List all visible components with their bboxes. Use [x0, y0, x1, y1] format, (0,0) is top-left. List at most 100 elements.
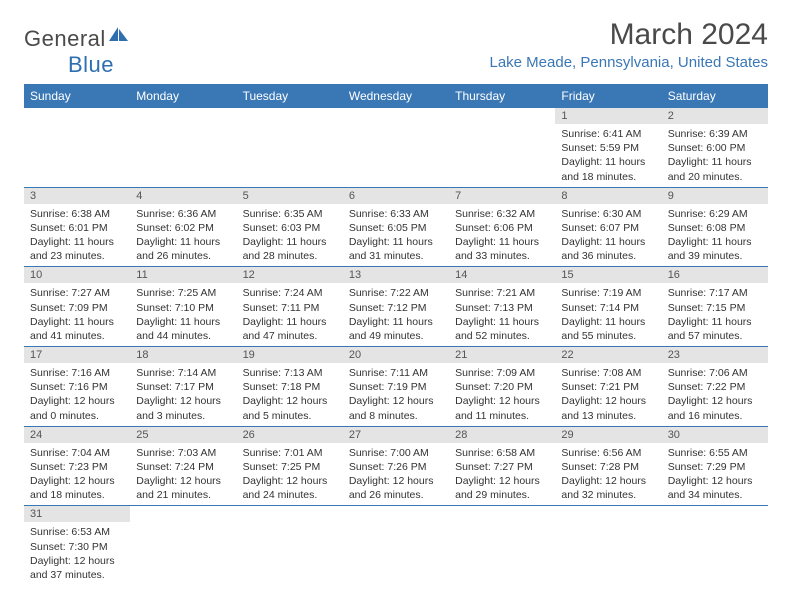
sunset-text: Sunset: 7:15 PM: [668, 301, 762, 315]
calendar-week: 1Sunrise: 6:41 AMSunset: 5:59 PMDaylight…: [24, 108, 768, 187]
day-body: Sunrise: 6:38 AMSunset: 6:01 PMDaylight:…: [24, 204, 130, 267]
daylight-text-1: Daylight: 11 hours: [561, 315, 655, 329]
weekday-header: Tuesday: [237, 84, 343, 108]
sunset-text: Sunset: 6:03 PM: [243, 221, 337, 235]
daylight-text-2: and 5 minutes.: [243, 409, 337, 423]
sunset-text: Sunset: 7:20 PM: [455, 380, 549, 394]
calendar-week: 17Sunrise: 7:16 AMSunset: 7:16 PMDayligh…: [24, 347, 768, 427]
day-body: Sunrise: 7:09 AMSunset: 7:20 PMDaylight:…: [449, 363, 555, 426]
sunset-text: Sunset: 7:14 PM: [561, 301, 655, 315]
sunrise-text: Sunrise: 7:25 AM: [136, 286, 230, 300]
day-number: 10: [24, 267, 130, 283]
sunrise-text: Sunrise: 7:13 AM: [243, 366, 337, 380]
day-body: Sunrise: 7:04 AMSunset: 7:23 PMDaylight:…: [24, 443, 130, 506]
daylight-text-2: and 26 minutes.: [349, 488, 443, 502]
day-body: Sunrise: 7:21 AMSunset: 7:13 PMDaylight:…: [449, 283, 555, 346]
day-body: Sunrise: 7:25 AMSunset: 7:10 PMDaylight:…: [130, 283, 236, 346]
sunset-text: Sunset: 5:59 PM: [561, 141, 655, 155]
calendar-day: 15Sunrise: 7:19 AMSunset: 7:14 PMDayligh…: [555, 267, 661, 347]
day-number: 30: [662, 427, 768, 443]
day-body: Sunrise: 7:22 AMSunset: 7:12 PMDaylight:…: [343, 283, 449, 346]
daylight-text-1: Daylight: 12 hours: [561, 394, 655, 408]
day-number: 8: [555, 188, 661, 204]
day-number: 1: [555, 108, 661, 124]
sunrise-text: Sunrise: 7:04 AM: [30, 446, 124, 460]
sunrise-text: Sunrise: 7:06 AM: [668, 366, 762, 380]
calendar-week: 10Sunrise: 7:27 AMSunset: 7:09 PMDayligh…: [24, 267, 768, 347]
daylight-text-2: and 32 minutes.: [561, 488, 655, 502]
day-body: Sunrise: 7:27 AMSunset: 7:09 PMDaylight:…: [24, 283, 130, 346]
calendar-week: 3Sunrise: 6:38 AMSunset: 6:01 PMDaylight…: [24, 187, 768, 267]
day-body: Sunrise: 7:08 AMSunset: 7:21 PMDaylight:…: [555, 363, 661, 426]
day-number: 2: [662, 108, 768, 124]
calendar-day: 1Sunrise: 6:41 AMSunset: 5:59 PMDaylight…: [555, 108, 661, 187]
day-number: 3: [24, 188, 130, 204]
daylight-text-2: and 0 minutes.: [30, 409, 124, 423]
daylight-text-2: and 36 minutes.: [561, 249, 655, 263]
daylight-text-1: Daylight: 11 hours: [30, 315, 124, 329]
daylight-text-2: and 47 minutes.: [243, 329, 337, 343]
weekday-header: Thursday: [449, 84, 555, 108]
calendar-empty: [449, 506, 555, 585]
calendar-day: 27Sunrise: 7:00 AMSunset: 7:26 PMDayligh…: [343, 426, 449, 506]
day-number: 9: [662, 188, 768, 204]
calendar-day: 9Sunrise: 6:29 AMSunset: 6:08 PMDaylight…: [662, 187, 768, 267]
location: Lake Meade, Pennsylvania, United States: [489, 54, 768, 71]
sunset-text: Sunset: 6:05 PM: [349, 221, 443, 235]
sunset-text: Sunset: 7:12 PM: [349, 301, 443, 315]
day-body: Sunrise: 6:33 AMSunset: 6:05 PMDaylight:…: [343, 204, 449, 267]
daylight-text-2: and 55 minutes.: [561, 329, 655, 343]
daylight-text-1: Daylight: 12 hours: [243, 474, 337, 488]
calendar-day: 11Sunrise: 7:25 AMSunset: 7:10 PMDayligh…: [130, 267, 236, 347]
day-number: 25: [130, 427, 236, 443]
sunset-text: Sunset: 7:24 PM: [136, 460, 230, 474]
daylight-text-2: and 11 minutes.: [455, 409, 549, 423]
sunset-text: Sunset: 6:06 PM: [455, 221, 549, 235]
sunset-text: Sunset: 7:23 PM: [30, 460, 124, 474]
day-number: 22: [555, 347, 661, 363]
day-body: Sunrise: 7:14 AMSunset: 7:17 PMDaylight:…: [130, 363, 236, 426]
daylight-text-1: Daylight: 12 hours: [668, 474, 762, 488]
calendar-body: 1Sunrise: 6:41 AMSunset: 5:59 PMDaylight…: [24, 108, 768, 585]
calendar-day: 25Sunrise: 7:03 AMSunset: 7:24 PMDayligh…: [130, 426, 236, 506]
day-number: 20: [343, 347, 449, 363]
weekday-header: Wednesday: [343, 84, 449, 108]
calendar-empty: [237, 506, 343, 585]
logo: GeneralBlue: [24, 26, 130, 78]
day-number: 29: [555, 427, 661, 443]
sunrise-text: Sunrise: 7:01 AM: [243, 446, 337, 460]
daylight-text-2: and 18 minutes.: [561, 170, 655, 184]
sunrise-text: Sunrise: 6:29 AM: [668, 207, 762, 221]
sunrise-text: Sunrise: 7:11 AM: [349, 366, 443, 380]
daylight-text-1: Daylight: 11 hours: [668, 235, 762, 249]
sunset-text: Sunset: 7:17 PM: [136, 380, 230, 394]
day-body: Sunrise: 7:00 AMSunset: 7:26 PMDaylight:…: [343, 443, 449, 506]
day-number: 15: [555, 267, 661, 283]
day-number: 19: [237, 347, 343, 363]
calendar-day: 23Sunrise: 7:06 AMSunset: 7:22 PMDayligh…: [662, 347, 768, 427]
calendar-day: 17Sunrise: 7:16 AMSunset: 7:16 PMDayligh…: [24, 347, 130, 427]
sunset-text: Sunset: 7:22 PM: [668, 380, 762, 394]
daylight-text-1: Daylight: 11 hours: [349, 315, 443, 329]
day-number: 31: [24, 506, 130, 522]
sunrise-text: Sunrise: 7:00 AM: [349, 446, 443, 460]
sunset-text: Sunset: 6:02 PM: [136, 221, 230, 235]
daylight-text-1: Daylight: 11 hours: [668, 315, 762, 329]
calendar-empty: [237, 108, 343, 187]
daylight-text-1: Daylight: 12 hours: [561, 474, 655, 488]
logo-text: GeneralBlue: [24, 26, 130, 78]
daylight-text-2: and 21 minutes.: [136, 488, 230, 502]
daylight-text-1: Daylight: 12 hours: [30, 474, 124, 488]
day-number: 6: [343, 188, 449, 204]
calendar-empty: [555, 506, 661, 585]
day-number: 11: [130, 267, 236, 283]
daylight-text-1: Daylight: 12 hours: [349, 474, 443, 488]
day-number: 17: [24, 347, 130, 363]
calendar-empty: [343, 506, 449, 585]
daylight-text-1: Daylight: 12 hours: [668, 394, 762, 408]
daylight-text-2: and 24 minutes.: [243, 488, 337, 502]
sunrise-text: Sunrise: 6:36 AM: [136, 207, 230, 221]
sunrise-text: Sunrise: 6:30 AM: [561, 207, 655, 221]
daylight-text-2: and 29 minutes.: [455, 488, 549, 502]
calendar-week: 24Sunrise: 7:04 AMSunset: 7:23 PMDayligh…: [24, 426, 768, 506]
